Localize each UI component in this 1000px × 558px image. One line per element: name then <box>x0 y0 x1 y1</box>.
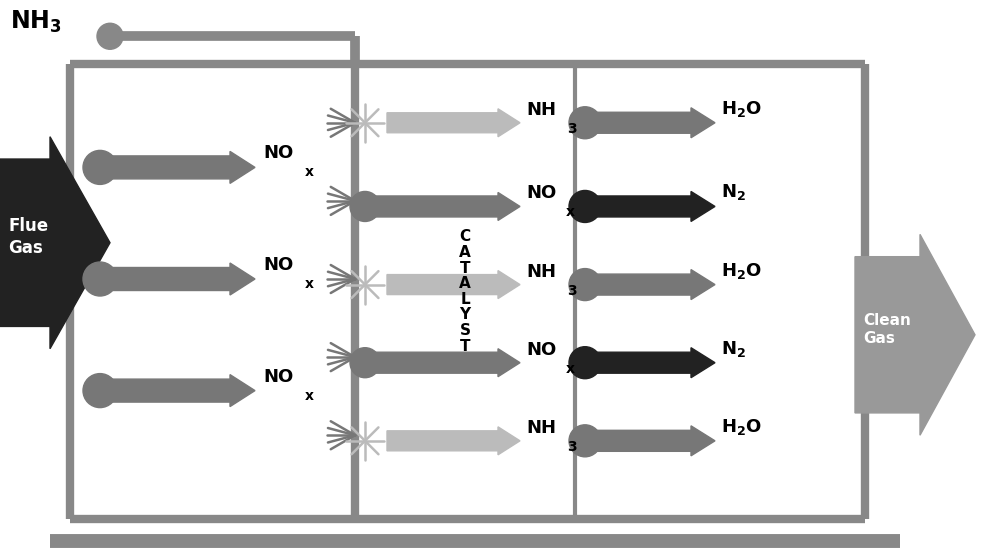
Text: $\mathbf{H_2O}$: $\mathbf{H_2O}$ <box>721 99 762 119</box>
Text: NO: NO <box>526 341 556 359</box>
Circle shape <box>569 425 601 457</box>
Text: $\mathbf{NH_3}$: $\mathbf{NH_3}$ <box>10 9 62 35</box>
FancyArrow shape <box>365 349 520 377</box>
Text: Flue
Gas: Flue Gas <box>8 218 48 257</box>
FancyArrow shape <box>100 374 255 407</box>
Text: $\mathbf{N_2}$: $\mathbf{N_2}$ <box>721 339 746 359</box>
Text: 3: 3 <box>567 283 577 297</box>
Text: C
A
T
A
L
Y
S
T: C A T A L Y S T <box>459 229 471 354</box>
Text: NO: NO <box>263 368 293 386</box>
Circle shape <box>350 348 380 378</box>
Circle shape <box>83 262 117 296</box>
FancyArrow shape <box>365 193 520 220</box>
Text: NO: NO <box>526 185 556 203</box>
Text: NO: NO <box>263 256 293 274</box>
Circle shape <box>569 190 601 223</box>
Circle shape <box>569 268 601 301</box>
FancyArrow shape <box>100 263 255 295</box>
Text: $\mathbf{H_2O}$: $\mathbf{H_2O}$ <box>721 261 762 281</box>
FancyArrow shape <box>100 151 255 184</box>
Circle shape <box>83 151 117 184</box>
Text: x: x <box>305 165 314 180</box>
Text: NH: NH <box>526 419 556 437</box>
Text: Clean
Gas: Clean Gas <box>863 312 911 346</box>
Text: NO: NO <box>263 145 293 162</box>
Text: 3: 3 <box>567 122 577 136</box>
Text: x: x <box>566 362 575 376</box>
FancyArrow shape <box>855 234 975 435</box>
Circle shape <box>569 107 601 139</box>
FancyArrow shape <box>585 348 715 378</box>
Text: x: x <box>566 205 575 219</box>
Text: 3: 3 <box>567 440 577 454</box>
Text: $\mathbf{N_2}$: $\mathbf{N_2}$ <box>721 182 746 203</box>
Circle shape <box>97 23 123 49</box>
FancyArrow shape <box>585 426 715 456</box>
Text: x: x <box>305 277 314 291</box>
FancyArrow shape <box>585 191 715 222</box>
Circle shape <box>350 191 380 222</box>
FancyArrow shape <box>585 108 715 138</box>
Circle shape <box>569 347 601 379</box>
Text: NH: NH <box>526 263 556 281</box>
FancyArrow shape <box>387 427 520 455</box>
Text: $\mathbf{H_2O}$: $\mathbf{H_2O}$ <box>721 417 762 437</box>
Circle shape <box>83 374 117 407</box>
FancyArrow shape <box>387 271 520 299</box>
FancyArrow shape <box>585 270 715 300</box>
FancyArrow shape <box>387 109 520 137</box>
FancyArrow shape <box>0 137 110 349</box>
Text: x: x <box>305 388 314 403</box>
Text: NH: NH <box>526 101 556 119</box>
